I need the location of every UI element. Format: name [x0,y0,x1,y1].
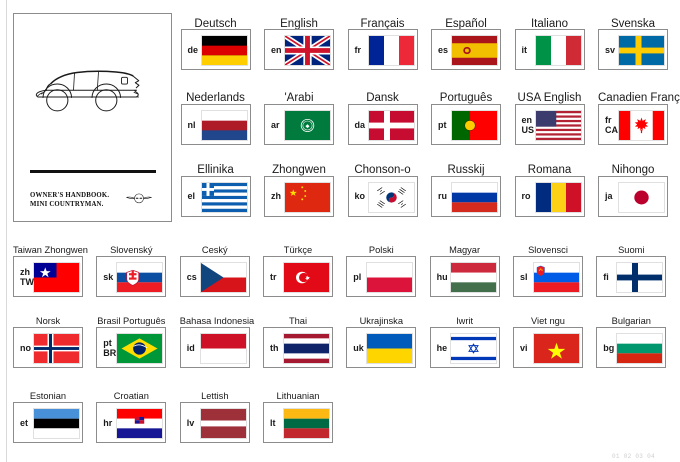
svg-text:◆: ◆ [305,124,309,130]
